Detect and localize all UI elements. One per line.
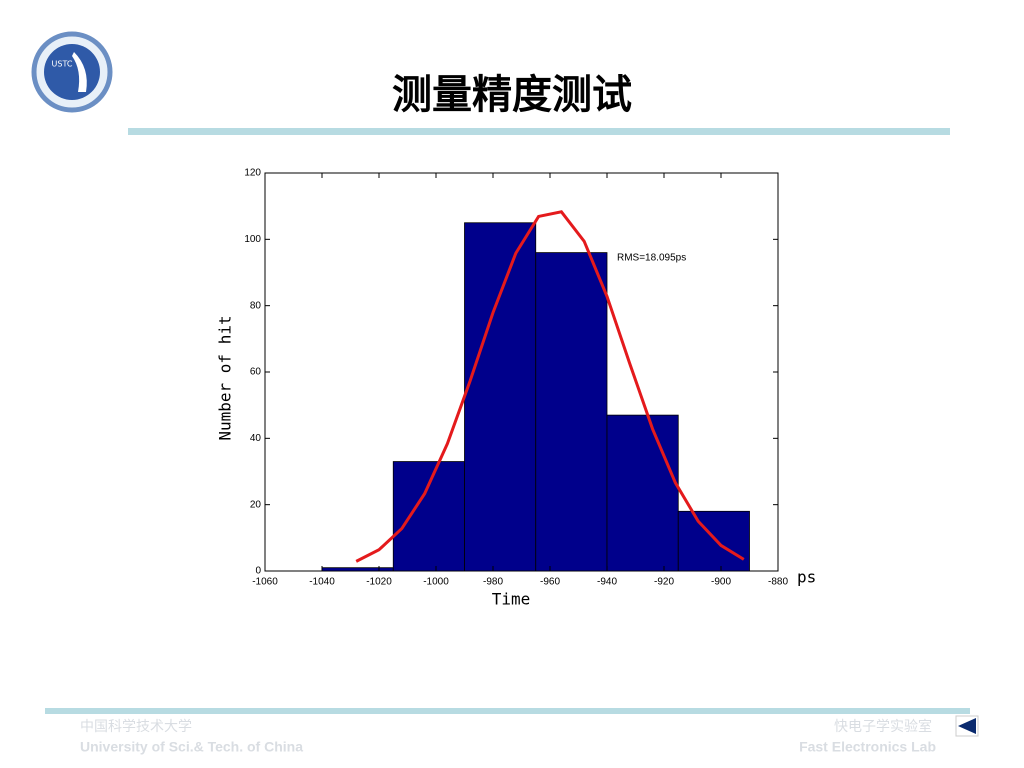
logo-mark [72, 52, 87, 92]
y-axis-label: Number of hit [216, 315, 235, 440]
x-tick-label: -980 [483, 577, 503, 588]
x-tick-label: -1060 [252, 577, 278, 588]
bar [606, 414, 679, 572]
title-rule [128, 128, 950, 135]
y-tick-label: 40 [250, 433, 262, 444]
x-tick-label: -1040 [309, 577, 335, 588]
x-tick-label: -1000 [423, 577, 449, 588]
x-tick-label: -900 [711, 577, 731, 588]
chart: -1060 -1040 -1020 -1000 -980 -960 -940 -920 -900… [216, 168, 817, 609]
y-tick-label: 20 [250, 499, 262, 510]
footer-left-cn: 中国科学技术大学 [80, 719, 192, 735]
nav-arrow[interactable] [958, 718, 976, 734]
footer-right-en: Fast Electronics Lab [799, 739, 936, 755]
y-tick-label: 80 [250, 300, 262, 311]
fit-curve [355, 210, 745, 563]
y-tick-label: 120 [244, 168, 261, 179]
bar [464, 222, 537, 572]
x-tick-label: -920 [654, 577, 674, 588]
x-tick-label: -960 [540, 577, 560, 588]
bar [535, 252, 608, 572]
bar [321, 567, 394, 572]
logo: USTC [31, 31, 113, 113]
footer-left-en: University of Sci.& Tech. of China [80, 739, 303, 755]
nav-back[interactable] [955, 715, 979, 737]
logo-core [44, 44, 100, 100]
x-tick-label: -940 [597, 577, 617, 588]
y-tick-label: 100 [244, 234, 261, 245]
y-tick-label: 0 [255, 566, 261, 577]
bar [392, 461, 465, 572]
footer-right-cn: 快电子学实验室 [834, 718, 932, 735]
y-tick-label: 60 [250, 367, 262, 378]
footer-rule [45, 708, 970, 714]
x-axis-label: Time [492, 590, 531, 609]
logo-text: USTC [52, 60, 73, 69]
annotation: RMS=18.095ps [617, 253, 686, 264]
x-tick-label: -880 [768, 577, 788, 588]
x-unit: ps [797, 568, 816, 587]
x-tick-label: -1020 [366, 577, 392, 588]
bar [677, 510, 750, 572]
slide-title: 测量精度测试 [392, 71, 632, 118]
